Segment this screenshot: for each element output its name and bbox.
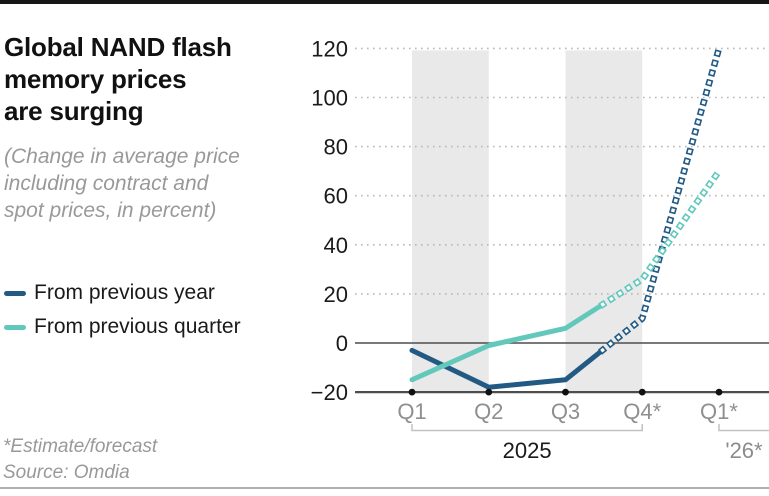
quarter-band bbox=[565, 50, 643, 393]
legend-label: From previous quarter bbox=[34, 315, 241, 338]
y-tick-label: 0 bbox=[336, 331, 348, 356]
chart-svg: 120 100 80 60 40 20 0 −20 Q1 Q2 Q3 Q4* Q1* 2025 '26* bbox=[311, 36, 769, 463]
y-tick-label: 20 bbox=[324, 282, 348, 307]
legend: From previous year From previous quarter bbox=[4, 276, 241, 344]
y-tick-label: 80 bbox=[324, 135, 348, 160]
x-tick-label: Q2 bbox=[474, 399, 503, 424]
legend-item-prev-year: From previous year bbox=[4, 276, 241, 310]
bottom-rule bbox=[0, 487, 769, 489]
chart-subtitle: (Change in average price including contr… bbox=[4, 145, 240, 222]
legend-item-prev-quarter: From previous quarter bbox=[4, 310, 241, 344]
axis-tick-dot bbox=[562, 388, 569, 396]
chart-area: 120 100 80 60 40 20 0 −20 Q1 Q2 Q3 Q4* Q1* 2025 '26* bbox=[300, 0, 769, 496]
x-tick-label: Q1 bbox=[397, 399, 426, 424]
y-tick-label: 100 bbox=[311, 86, 348, 111]
axis-tick-dot bbox=[408, 388, 416, 396]
year-bracket bbox=[411, 424, 643, 432]
footnote: *Estimate/forecast Source: Omdia bbox=[3, 434, 157, 486]
y-tick-label: 120 bbox=[311, 36, 348, 61]
axis-tick-dot bbox=[638, 388, 646, 396]
series-line-solid-0 bbox=[409, 347, 603, 390]
quarter-band bbox=[412, 50, 489, 393]
series-line-solid-1 bbox=[409, 303, 603, 383]
x-tick-label: Q1* bbox=[700, 399, 738, 424]
page-title: Global NAND flash memory prices are surg… bbox=[4, 32, 232, 127]
source-note: Source: Omdia bbox=[3, 462, 130, 483]
year-bracket bbox=[718, 424, 769, 432]
series-line-forecast-hollow-0 bbox=[598, 47, 721, 354]
legend-label: From previous year bbox=[34, 281, 215, 304]
y-tick-label: 40 bbox=[324, 233, 348, 258]
y-tick-label: 60 bbox=[324, 184, 348, 209]
axis-tick-dot bbox=[485, 388, 493, 396]
estimate-note: *Estimate/forecast bbox=[3, 436, 158, 457]
series-line-forecast-1 bbox=[598, 169, 722, 309]
prev-year-swatch-icon bbox=[4, 290, 26, 296]
top-rule bbox=[0, 0, 769, 4]
y-tick-label: −20 bbox=[311, 380, 348, 405]
year-label: '26* bbox=[725, 438, 763, 463]
x-tick-label: Q4* bbox=[623, 399, 661, 424]
axis-tick-dot bbox=[715, 388, 723, 396]
prev-quarter-swatch-icon bbox=[4, 324, 26, 330]
year-label: 2025 bbox=[503, 438, 552, 463]
x-tick-label: Q3 bbox=[551, 399, 580, 424]
